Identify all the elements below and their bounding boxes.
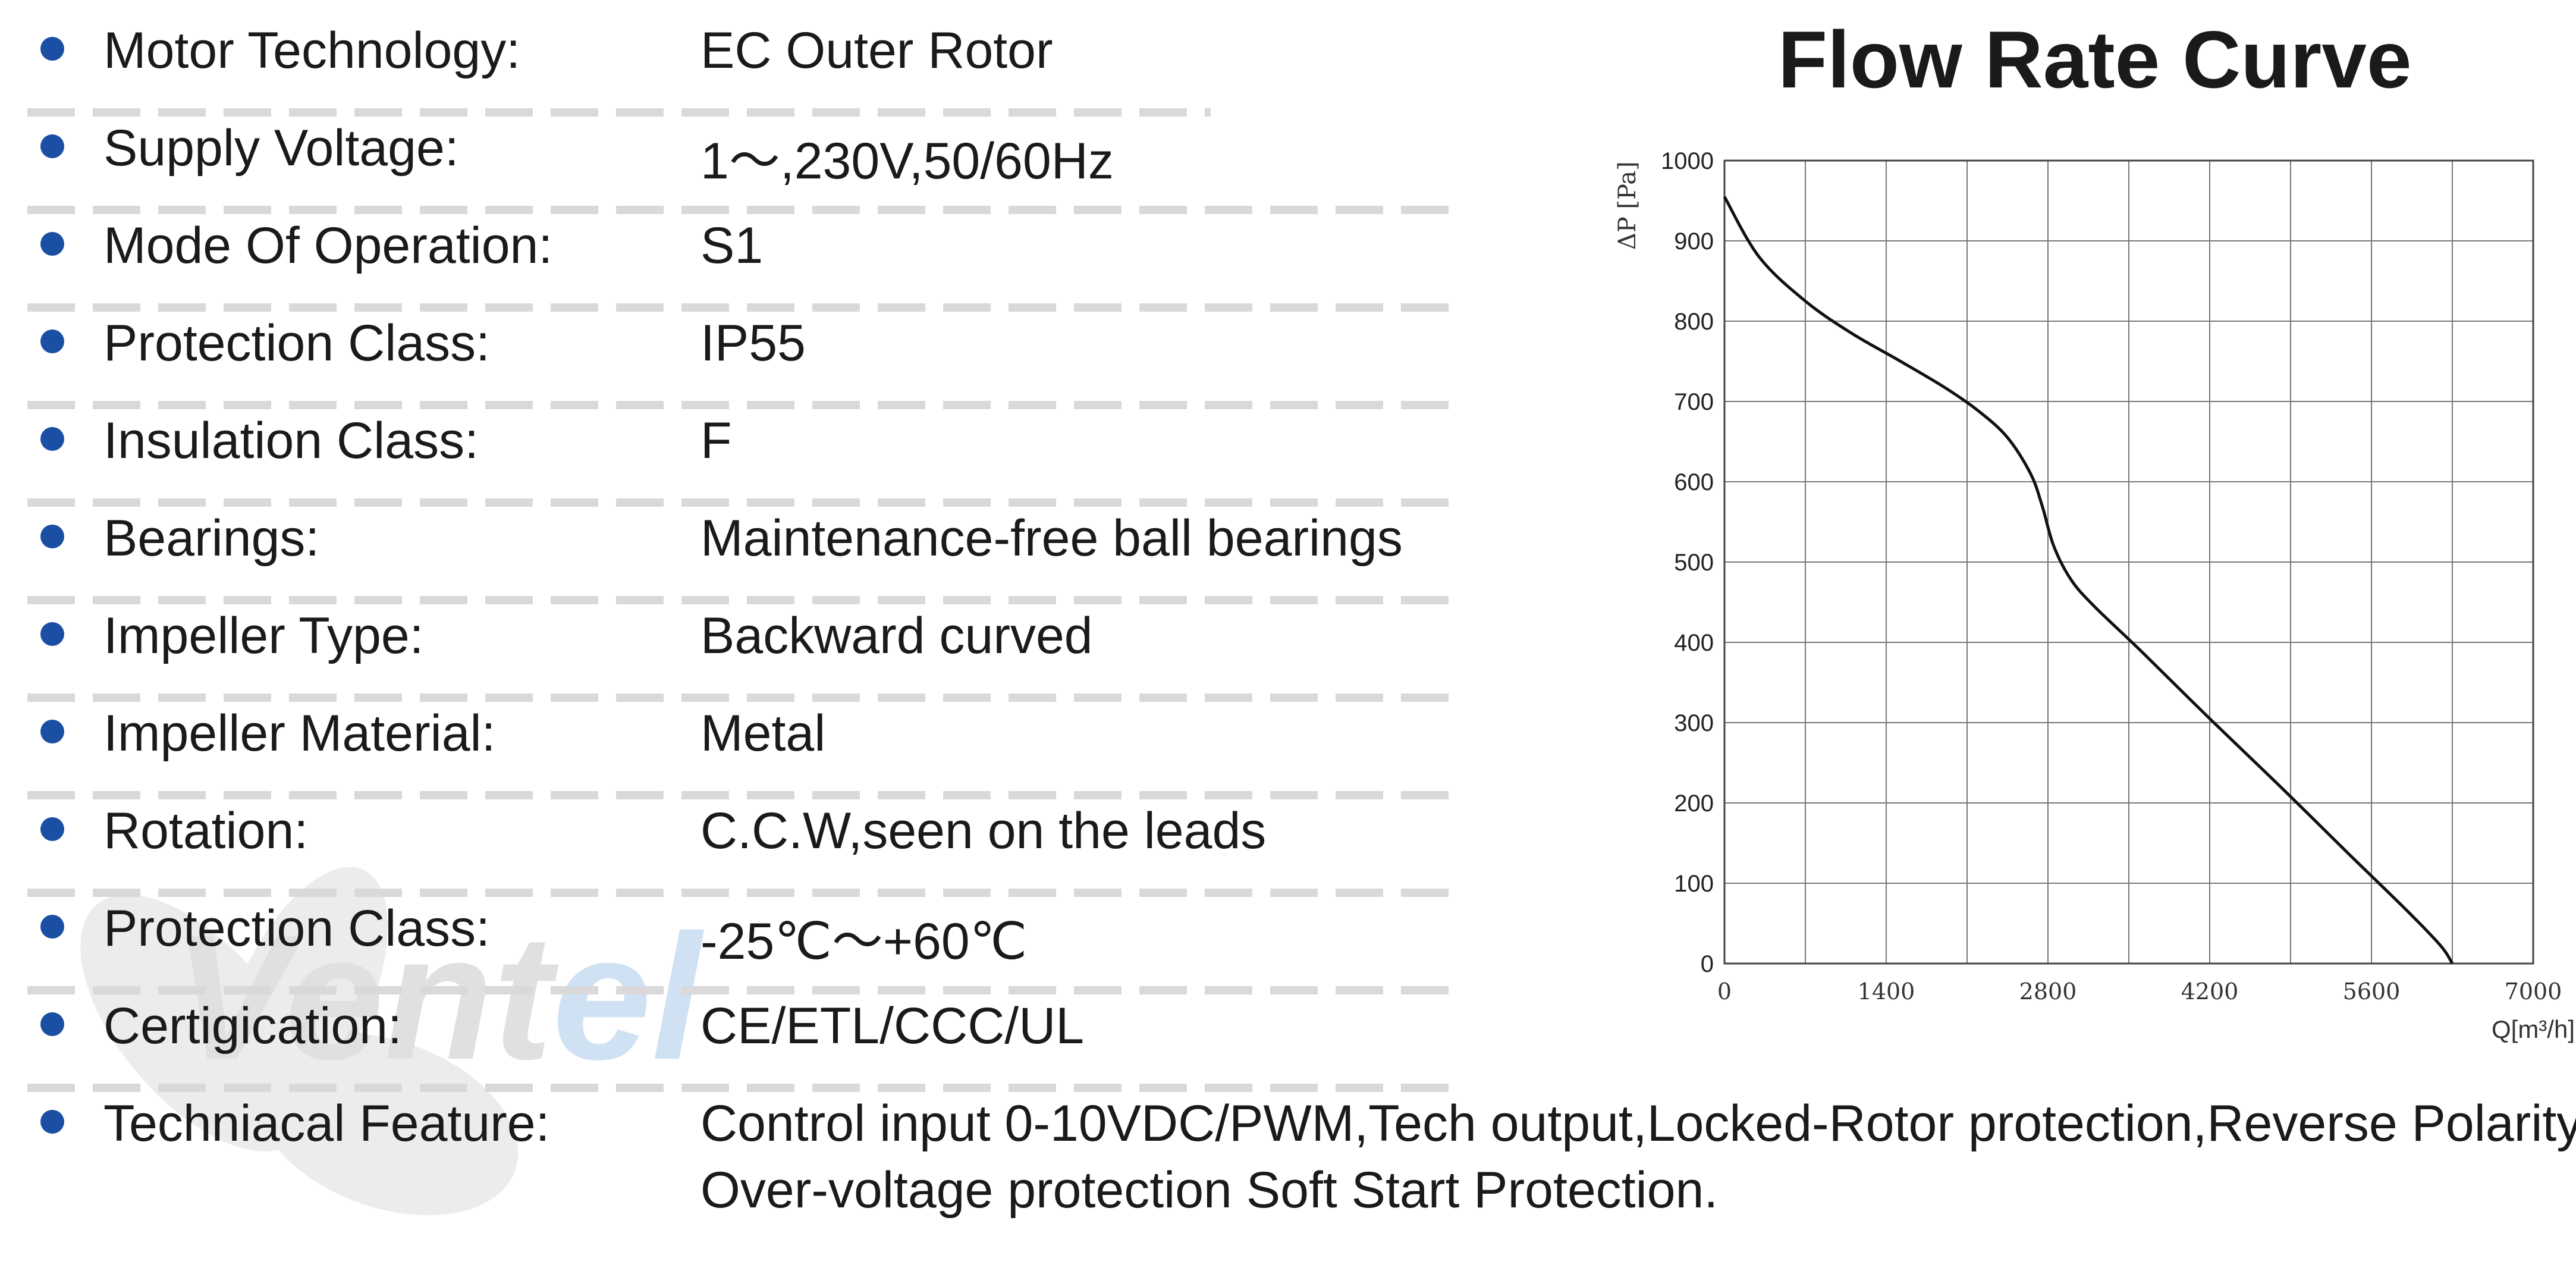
bullet-icon [40,37,64,61]
spec-row: Protection Class: -25℃～+60℃ [0,878,1463,994]
spec-row: Techniacal Feature: Control input 0-10VD… [0,1073,2576,1251]
y-tick-label: 700 [1674,389,1714,415]
x-tick-label: 7000 [2505,978,2562,1005]
x-tick-label: 4200 [2181,978,2239,1005]
divider [27,694,1460,702]
x-tick-label: 2800 [2019,978,2077,1005]
spec-label: Bearings: [103,510,320,567]
x-tick-label: 0 [1717,978,1732,1005]
spec-row: Protection Class: IP55 [0,293,1463,409]
flow-rate-chart: 0 100 200 300 400 500 600 700 800 900 1000 0 1400 280… [1614,148,2575,1043]
spec-value: CE/ETL/CCC/UL [700,997,1085,1055]
spec-value-continued: Over-voltage protection Soft Start Prote… [700,1162,1719,1219]
svg-text:Ventel: Ventel [172,897,705,1097]
divider [27,1084,1460,1092]
bullet-icon [40,720,64,743]
spec-value: Metal [700,705,826,762]
y-tick-label: 100 [1674,871,1714,897]
divider [27,986,1460,994]
plot-frame [1723,159,2534,965]
chart-title: Flow Rate Curve [1778,14,2412,105]
watermark-accent-text: el [552,897,705,1097]
spec-label: Rotation: [103,802,309,859]
divider [27,791,1460,799]
spec-value: Maintenance-free ball bearings [700,510,1403,567]
y-tick-label: 400 [1674,630,1714,656]
y-tick-label: 800 [1674,309,1714,335]
spec-label: Motor Technology: [103,22,521,79]
divider [27,401,1460,409]
y-tick-label: 500 [1674,550,1714,576]
spec-value: IP55 [700,315,806,372]
y-tick-label: 200 [1674,790,1714,817]
spec-label: Supply Voltage: [103,120,459,177]
spec-label: Impeller Type: [103,607,424,664]
spec-row: Certigication: CE/ETL/CCC/UL [0,975,1463,1092]
y-tick-label: 600 [1674,469,1714,495]
bullet-icon [40,817,64,841]
divider [27,303,1460,312]
bullet-icon [40,232,64,256]
flow-curve-line [1723,196,2454,965]
spec-value: -25℃～+60℃ [700,913,1028,970]
spec-row: Motor Technology: EC Outer Rotor [0,0,1463,117]
y-tick-label: 900 [1674,228,1714,255]
spec-value: F [700,412,732,469]
spec-value: Control input 0-10VDC/PWM,Tech output,Lo… [700,1095,2576,1152]
spec-row: Impeller Material: Metal [0,683,1463,799]
spec-label: Insulation Class: [103,412,479,469]
bullet-icon [40,1012,64,1036]
spec-row: Mode Of Operation: S1 [0,195,1463,312]
divider [27,596,1460,604]
y-tick-label: 300 [1674,710,1714,736]
tick-labels: 0 100 200 300 400 500 600 700 800 900 1000 0 1400 280… [1661,148,2562,1005]
spec-value: EC Outer Rotor [700,22,1053,79]
watermark-text: Vent [172,897,560,1097]
bullet-icon [40,915,64,939]
bullet-icon [40,1110,64,1134]
grid-lines [1724,160,2534,964]
spec-label: Protection Class: [103,900,491,957]
bullet-icon [40,525,64,548]
spec-row: Supply Voltage: 1～,230V,50/60Hz [0,98,1463,214]
divider [27,206,1460,214]
spec-value: 1～,230V,50/60Hz [700,133,1114,190]
spec-value: S1 [700,217,764,274]
spec-label: Mode Of Operation: [103,217,553,274]
spec-row: Impeller Type: Backward curved [0,585,1463,702]
spec-row: Rotation: C.C.W,seen on the leads [0,780,1463,897]
spec-row: Bearings: Maintenance-free ball bearings [0,488,1463,604]
spec-value: C.C.W,seen on the leads [700,802,1267,859]
x-axis-label: Q[m³/h] [2492,1015,2575,1043]
y-axis-label: ΔP [Pa] [1614,161,1641,250]
x-tick-label: 5600 [2343,978,2401,1005]
spec-label: Certigication: [103,997,402,1055]
spec-label: Impeller Material: [103,705,496,762]
bullet-icon [40,622,64,646]
y-tick-label: 1000 [1661,148,1714,174]
x-tick-label: 1400 [1858,978,1915,1005]
spec-label: Protection Class: [103,315,491,372]
spec-value: Backward curved [700,607,1093,664]
y-tick-label: 0 [1701,951,1714,977]
divider [27,889,1460,897]
bullet-icon [40,134,64,158]
bullet-icon [40,427,64,451]
bullet-icon [40,330,64,353]
divider [27,108,1211,117]
spec-row: Insulation Class: F [0,390,1463,507]
spec-label: Techniacal Feature: [103,1095,550,1152]
divider [27,498,1460,507]
